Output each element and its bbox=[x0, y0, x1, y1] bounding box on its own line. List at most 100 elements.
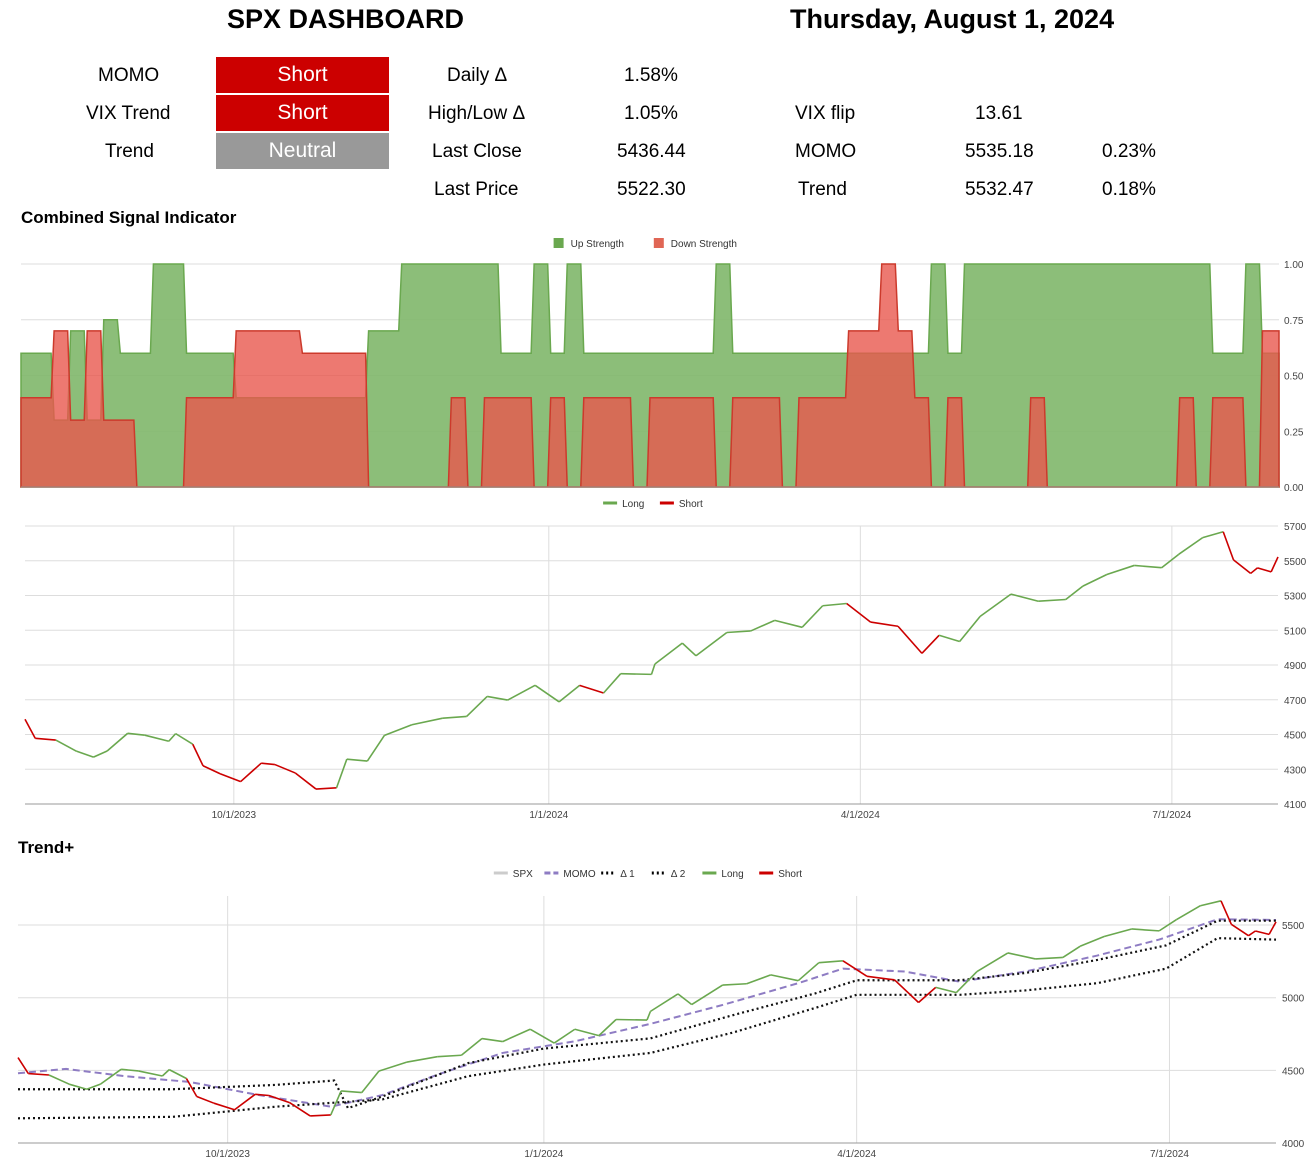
spx-segment bbox=[722, 982, 747, 986]
price-segment bbox=[750, 619, 776, 632]
x-tick-label: 4/1/2024 bbox=[841, 810, 880, 821]
spx-segment bbox=[213, 1102, 235, 1111]
spx-segment bbox=[361, 1070, 380, 1094]
spx-segment bbox=[48, 1074, 70, 1086]
page-title: SPX DASHBOARD bbox=[227, 4, 465, 34]
momo-level-label: MOMO bbox=[795, 141, 857, 162]
y-tick-label: 5500 bbox=[1282, 921, 1305, 932]
price-segment bbox=[274, 763, 296, 774]
legend-label: Short bbox=[679, 499, 703, 510]
price-segment bbox=[175, 732, 194, 745]
spx-segment bbox=[553, 1028, 576, 1044]
highlow-delta-label: High/Low Δ bbox=[428, 103, 526, 124]
price-segment bbox=[534, 684, 560, 703]
legend-label: Up Strength bbox=[571, 239, 624, 250]
price-segment bbox=[366, 734, 386, 762]
spx-segment bbox=[378, 1061, 407, 1072]
delta2-line bbox=[17, 937, 1277, 1120]
spx-segment bbox=[770, 974, 799, 982]
price-segment bbox=[294, 772, 317, 790]
spx-segment bbox=[161, 1069, 170, 1077]
price-segment bbox=[846, 602, 872, 623]
price-segment bbox=[1106, 564, 1135, 576]
spx-segment bbox=[818, 960, 843, 964]
legend-label: Δ 2 bbox=[671, 869, 686, 880]
price-segment bbox=[620, 672, 652, 676]
legend-label: Short bbox=[778, 869, 802, 880]
spx-segment bbox=[1230, 923, 1249, 937]
spx-segment bbox=[529, 1028, 555, 1044]
price-segment bbox=[979, 593, 1012, 617]
highlow-delta-value: 1.05% bbox=[624, 103, 678, 124]
price-segment bbox=[1257, 567, 1272, 573]
spx-segment bbox=[598, 1018, 617, 1037]
spx-segment bbox=[1268, 921, 1277, 935]
delta1-line bbox=[18, 919, 1276, 1110]
price-segment bbox=[681, 642, 697, 657]
x-tick-label: 7/1/2024 bbox=[1152, 810, 1191, 821]
spx-segment bbox=[893, 979, 920, 1004]
spx-segment bbox=[1035, 956, 1063, 960]
price-segment bbox=[315, 787, 337, 790]
price-segment bbox=[93, 750, 108, 758]
price-segment bbox=[411, 717, 443, 726]
price-segment bbox=[335, 758, 348, 789]
price-segment bbox=[774, 619, 803, 629]
spx-segment bbox=[1007, 952, 1036, 960]
price-segment bbox=[654, 642, 683, 665]
spx-segment bbox=[1131, 928, 1160, 932]
spx-segment bbox=[481, 1037, 503, 1043]
price-segment bbox=[127, 732, 145, 736]
price-segment bbox=[726, 630, 751, 634]
momo-signal-label: MOMO bbox=[98, 65, 160, 86]
y-tick-label: 5700 bbox=[1284, 522, 1307, 533]
trend-level-pct: 0.18% bbox=[1102, 179, 1156, 200]
momo-line bbox=[17, 918, 1277, 1108]
spx-segment bbox=[196, 1095, 215, 1104]
legend-label: MOMO bbox=[563, 869, 595, 880]
price-segment bbox=[261, 762, 275, 766]
vix-trend-status-badge: Short bbox=[216, 95, 389, 131]
vix-flip-value: 13.61 bbox=[975, 103, 1023, 124]
spx-segment bbox=[1062, 945, 1081, 959]
spx-segment bbox=[17, 1057, 29, 1074]
legend-label: Long bbox=[721, 869, 743, 880]
legend-swatch bbox=[553, 238, 564, 248]
spx-segment bbox=[650, 993, 679, 1013]
y-tick-label: 0.00 bbox=[1284, 483, 1304, 494]
momo-level-value: 5535.18 bbox=[965, 141, 1034, 162]
spx-segment bbox=[976, 952, 1009, 973]
spx-segment bbox=[406, 1055, 438, 1064]
trend-level-label: Trend bbox=[798, 179, 847, 200]
daily-delta-label: Daily Δ bbox=[447, 65, 508, 86]
price-segment bbox=[1202, 530, 1224, 539]
spx-segment bbox=[185, 1078, 198, 1097]
price-segment bbox=[168, 733, 177, 742]
price-segment bbox=[1010, 593, 1039, 603]
y-tick-label: 4700 bbox=[1284, 696, 1307, 707]
price-segment bbox=[35, 737, 56, 741]
spx-segment bbox=[341, 1090, 362, 1094]
combined-signal-title: Combined Signal Indicator bbox=[21, 208, 237, 227]
price-segment bbox=[1232, 559, 1252, 575]
last-close-label: Last Close bbox=[432, 141, 522, 162]
momo-status-badge: Short bbox=[216, 57, 389, 93]
x-tick-label: 7/1/2024 bbox=[1150, 1149, 1189, 1160]
price-segment bbox=[76, 750, 94, 758]
trend-plus-title: Trend+ bbox=[18, 838, 75, 857]
spx-segment bbox=[691, 984, 724, 1006]
x-tick-label: 1/1/2024 bbox=[529, 810, 568, 821]
trend-plus-chart: SPX MOMO Δ 1 Δ 2 Long Short 5500 5000 4500 4000 10… bbox=[17, 869, 1305, 1160]
y-tick-label: 0.50 bbox=[1284, 372, 1304, 383]
legend-swatch bbox=[653, 238, 664, 248]
y-tick-label: 4500 bbox=[1284, 731, 1307, 742]
price-segment bbox=[507, 684, 536, 701]
price-segment bbox=[240, 762, 262, 783]
trend-status-badge: Neutral bbox=[216, 133, 389, 169]
last-close-value: 5436.44 bbox=[617, 141, 686, 162]
spx-segment bbox=[935, 986, 957, 994]
price-segment bbox=[801, 605, 824, 628]
spx-segment bbox=[1200, 900, 1222, 907]
x-tick-label: 10/1/2023 bbox=[205, 1149, 250, 1160]
spx-segment bbox=[1158, 919, 1177, 932]
